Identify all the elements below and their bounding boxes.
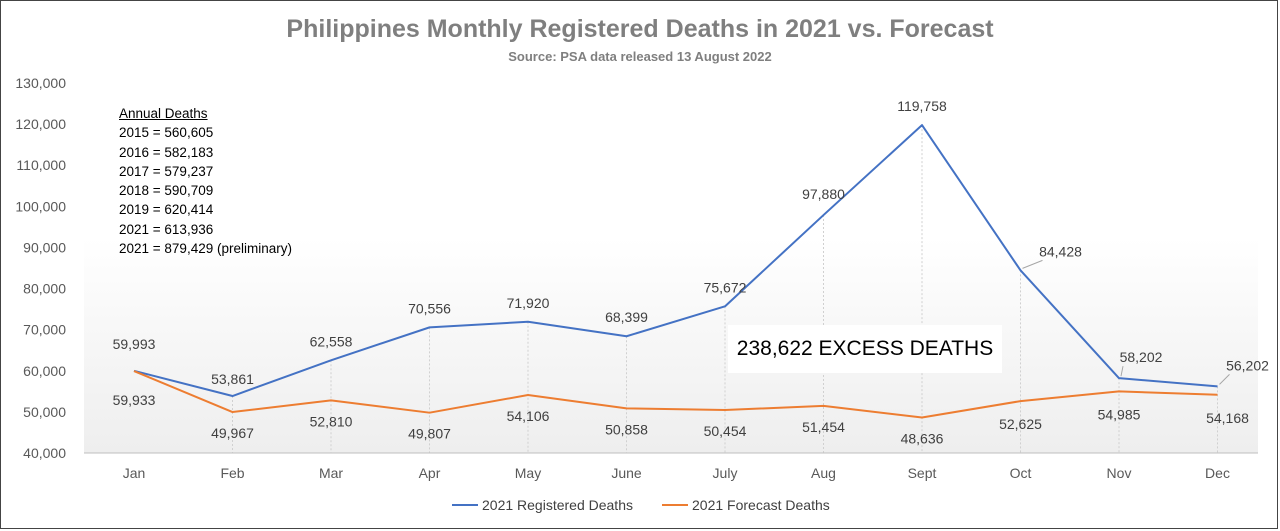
- x-tick-label: June: [611, 465, 642, 481]
- registered-deaths-line: [133, 124, 1218, 398]
- registered-data-label: 119,758: [897, 98, 947, 114]
- registered-data-label: 75,672: [704, 279, 747, 295]
- forecast-data-label: 51,454: [802, 419, 845, 435]
- forecast-data-label: 54,106: [507, 408, 550, 424]
- annual-line: 2019 = 620,414: [119, 202, 214, 218]
- registered-data-label: 97,880: [802, 186, 845, 202]
- forecast-deaths-line: [133, 370, 1218, 419]
- y-tick-label: 130,000: [15, 75, 66, 91]
- axes: 40,000 50,000 60,000 70,000 80,000 90,000 100,…: [15, 75, 1258, 481]
- annual-line: 2018 = 590,709: [119, 183, 214, 199]
- forecast-data-label: 48,636: [901, 430, 944, 446]
- y-tick-label: 120,000: [15, 116, 66, 132]
- y-tick-label: 110,000: [16, 157, 66, 173]
- chart-title: Philippines Monthly Registered Deaths in…: [286, 15, 994, 43]
- series: [133, 124, 1218, 419]
- y-tick-label: 100,000: [15, 198, 66, 214]
- annual-line: 2017 = 579,237: [119, 163, 214, 179]
- registered-data-label: 71,920: [507, 295, 550, 311]
- annual-deaths-annotation: Annual Deaths 2015 = 560,605 2016 = 582,…: [119, 104, 292, 258]
- forecast-data-label: 54,985: [1098, 406, 1141, 422]
- y-tick-label: 80,000: [23, 281, 66, 297]
- label-leader-line: [1219, 374, 1230, 385]
- registered-data-label: 84,428: [1039, 243, 1082, 259]
- forecast-data-label: 54,168: [1206, 410, 1249, 426]
- label-leader-line: [1120, 366, 1124, 377]
- x-tick-label: Mar: [319, 465, 343, 481]
- forecast-data-label: 52,625: [999, 416, 1042, 432]
- plot-shade: [84, 238, 1258, 453]
- excess-deaths-text: 238,622 EXCESS DEATHS: [736, 337, 994, 360]
- forecast-data-label: 50,858: [605, 421, 648, 437]
- x-tick-label: Apr: [419, 465, 441, 481]
- forecast-data-label: 50,454: [704, 423, 747, 439]
- data-labels: 59,993 53,861 62,558 70,556 71,920 68,399 75,6…: [113, 98, 1270, 446]
- x-tick-label: May: [515, 465, 541, 481]
- forecast-data-label: 49,807: [408, 426, 451, 442]
- x-tick-label: Sept: [908, 465, 937, 481]
- x-tick-label: Nov: [1107, 465, 1132, 481]
- annual-line: 2021 = 879,429 (preliminary): [119, 241, 292, 257]
- x-tick-label: Oct: [1010, 465, 1032, 481]
- legend: 2021 Registered Deaths 2021 Forecast Deat…: [452, 497, 830, 513]
- annual-line: 2021 = 613,936: [119, 221, 214, 237]
- x-tick-label: Feb: [220, 465, 244, 481]
- y-tick-label: 40,000: [23, 445, 66, 461]
- registered-data-label: 58,202: [1120, 349, 1163, 365]
- x-tick-label: Aug: [811, 465, 836, 481]
- forecast-data-label: 52,810: [310, 413, 353, 429]
- forecast-data-label: 59,933: [113, 392, 156, 408]
- y-tick-label: 90,000: [23, 239, 66, 255]
- excess-deaths-annotation: 238,622 EXCESS DEATHS: [728, 325, 1002, 373]
- label-leader-line: [1022, 259, 1043, 269]
- legend-label: 2021 Registered Deaths: [482, 497, 633, 513]
- x-tick-label: Dec: [1205, 465, 1230, 481]
- x-tick-label: July: [713, 465, 738, 481]
- legend-label: 2021 Forecast Deaths: [692, 497, 830, 513]
- x-tick-label: Jan: [123, 465, 146, 481]
- annual-line: 2016 = 582,183: [119, 144, 214, 160]
- registered-data-label: 53,861: [211, 371, 254, 387]
- registered-data-label: 62,558: [310, 333, 353, 349]
- registered-data-label: 56,202: [1226, 357, 1269, 373]
- y-tick-label: 60,000: [23, 363, 66, 379]
- chart-subtitle: Source: PSA data released 13 August 2022: [508, 49, 771, 64]
- registered-data-label: 68,399: [605, 309, 648, 325]
- y-tick-label: 50,000: [23, 404, 66, 420]
- forecast-data-label: 49,967: [211, 425, 254, 441]
- y-tick-label: 70,000: [23, 322, 66, 338]
- annual-deaths-header: Annual Deaths: [119, 106, 208, 121]
- annual-line: 2015 = 560,605: [119, 125, 214, 141]
- registered-data-label: 70,556: [408, 300, 451, 316]
- registered-data-label: 59,993: [113, 336, 156, 352]
